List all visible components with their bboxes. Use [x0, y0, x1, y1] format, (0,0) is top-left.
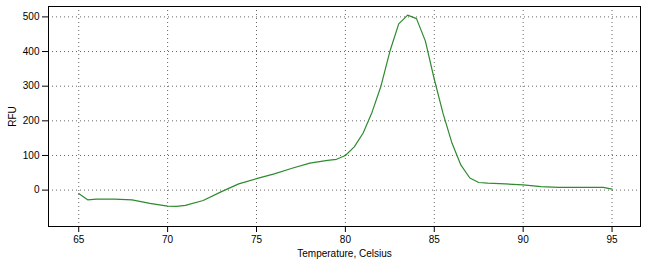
svg-text:500: 500: [23, 11, 40, 22]
svg-text:100: 100: [23, 150, 40, 161]
svg-text:70: 70: [162, 234, 174, 245]
svg-text:Temperature, Celsius: Temperature, Celsius: [297, 248, 391, 259]
svg-text:RFU: RFU: [7, 106, 18, 127]
svg-text:80: 80: [340, 234, 352, 245]
svg-text:0: 0: [34, 184, 40, 195]
svg-text:400: 400: [23, 46, 40, 57]
svg-text:300: 300: [23, 80, 40, 91]
svg-text:200: 200: [23, 115, 40, 126]
svg-text:90: 90: [518, 234, 530, 245]
svg-text:95: 95: [606, 234, 618, 245]
svg-text:85: 85: [429, 234, 441, 245]
svg-text:65: 65: [73, 234, 85, 245]
svg-text:75: 75: [251, 234, 263, 245]
